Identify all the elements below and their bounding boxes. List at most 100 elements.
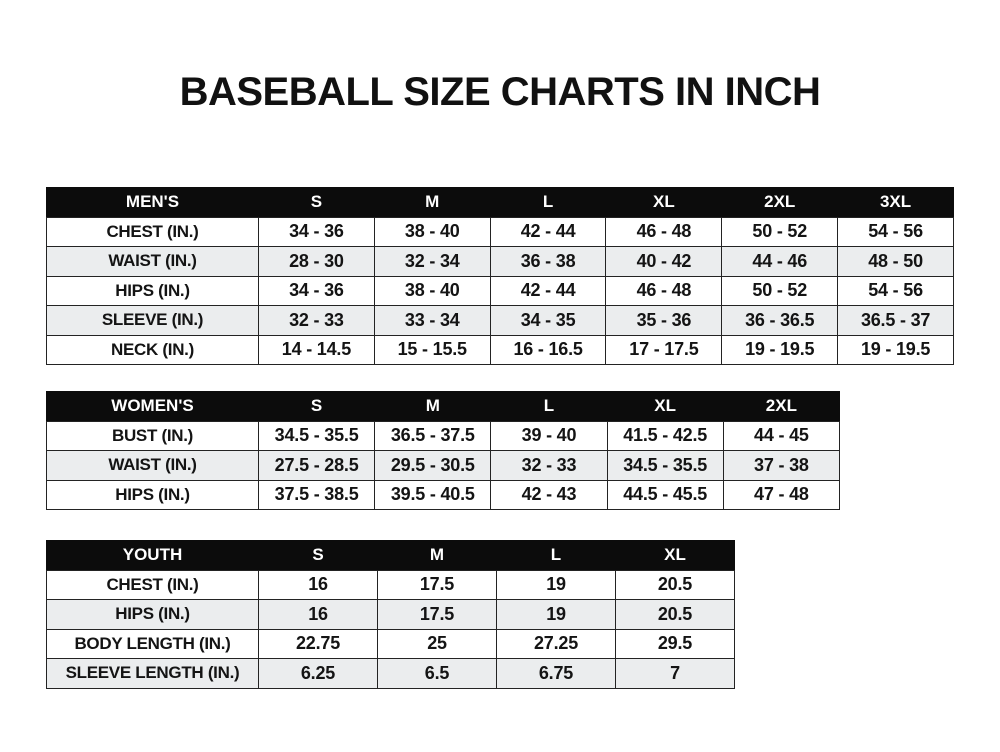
mens-value-cell: 19 - 19.5 <box>721 334 839 365</box>
mens-size-header-cell: L <box>489 187 607 218</box>
mens-size-header-cell: S <box>258 187 375 218</box>
youth-value-cell: 27.25 <box>496 628 616 659</box>
womens-table-title-cell: WOMEN'S <box>46 391 259 422</box>
womens-row-label-cell: WAIST (IN.) <box>46 450 259 481</box>
womens-value-cell: 44.5 - 45.5 <box>606 479 724 510</box>
mens-row-label-cell: CHEST (IN.) <box>46 216 259 247</box>
youth-value-cell: 16 <box>258 569 378 600</box>
mens-value-cell: 38 - 40 <box>373 216 491 247</box>
youth-value-cell: 22.75 <box>258 628 378 659</box>
mens-table-row: SLEEVE (IN.) 32 - 33 33 - 34 34 - 35 35 - 36… <box>46 305 954 336</box>
womens-value-cell: 29.5 - 30.5 <box>374 450 492 481</box>
mens-row-label-cell: NECK (IN.) <box>46 334 259 365</box>
youth-row-label-cell: CHEST (IN.) <box>46 569 259 600</box>
youth-table-row: HIPS (IN.) 16 17.5 19 20.5 <box>46 599 735 630</box>
womens-size-table: WOMEN'S S M L XL 2XL BUST (IN.) 34.5 - 35.5 36.5… <box>46 391 954 510</box>
womens-size-header-cell: S <box>257 391 376 422</box>
womens-row-label-cell: HIPS (IN.) <box>46 479 259 510</box>
youth-value-cell: 6.75 <box>496 658 616 689</box>
womens-value-cell: 32 - 33 <box>490 450 608 481</box>
youth-value-cell: 20.5 <box>615 569 735 600</box>
mens-value-cell: 54 - 56 <box>837 216 954 247</box>
mens-size-header-cell: 3XL <box>837 187 954 218</box>
youth-grid: YOUTH S M L XL CHEST (IN.) 16 17.5 19 20.5 HIPS (I… <box>46 540 735 689</box>
womens-size-header-cell: XL <box>606 391 724 422</box>
youth-value-cell: 17.5 <box>377 569 497 600</box>
womens-table-row: BUST (IN.) 34.5 - 35.5 36.5 - 37.5 39 - 40 4… <box>46 420 841 451</box>
mens-value-cell: 40 - 42 <box>605 246 723 277</box>
mens-size-table: MEN'S S M L XL 2XL 3XL CHEST (IN.) 34 - 36 38 - 4… <box>46 187 954 365</box>
mens-value-cell: 36 - 36.5 <box>721 305 839 336</box>
youth-value-cell: 16 <box>258 599 378 630</box>
mens-size-header-cell: XL <box>605 187 723 218</box>
youth-header-row: YOUTH S M L XL <box>46 540 735 571</box>
womens-value-cell: 44 - 45 <box>722 420 841 451</box>
mens-value-cell: 35 - 36 <box>605 305 723 336</box>
womens-size-header-cell: M <box>374 391 492 422</box>
mens-size-header-cell: 2XL <box>721 187 839 218</box>
youth-size-header-cell: S <box>258 540 378 571</box>
youth-value-cell: 19 <box>496 599 616 630</box>
mens-header-row: MEN'S S M L XL 2XL 3XL <box>46 187 954 218</box>
youth-value-cell: 20.5 <box>615 599 735 630</box>
youth-row-label-cell: SLEEVE LENGTH (IN.) <box>46 658 259 689</box>
mens-value-cell: 36.5 - 37 <box>837 305 954 336</box>
womens-value-cell: 37.5 - 38.5 <box>257 479 376 510</box>
mens-grid: MEN'S S M L XL 2XL 3XL CHEST (IN.) 34 - 36 38 - 4… <box>46 187 954 365</box>
mens-value-cell: 38 - 40 <box>373 275 491 306</box>
youth-size-table: YOUTH S M L XL CHEST (IN.) 16 17.5 19 20.5 HIPS (I… <box>46 540 954 689</box>
mens-value-cell: 50 - 52 <box>721 216 839 247</box>
mens-value-cell: 46 - 48 <box>605 275 723 306</box>
mens-value-cell: 34 - 35 <box>489 305 607 336</box>
womens-value-cell: 39.5 - 40.5 <box>374 479 492 510</box>
mens-value-cell: 34 - 36 <box>258 275 375 306</box>
womens-table-row: HIPS (IN.) 37.5 - 38.5 39.5 - 40.5 42 - 43 4… <box>46 479 841 510</box>
youth-value-cell: 29.5 <box>615 628 735 659</box>
mens-table-row: WAIST (IN.) 28 - 30 32 - 34 36 - 38 40 - 42 4… <box>46 246 954 277</box>
mens-value-cell: 16 - 16.5 <box>489 334 607 365</box>
mens-value-cell: 50 - 52 <box>721 275 839 306</box>
youth-value-cell: 17.5 <box>377 599 497 630</box>
youth-value-cell: 19 <box>496 569 616 600</box>
womens-value-cell: 41.5 - 42.5 <box>606 420 724 451</box>
womens-value-cell: 27.5 - 28.5 <box>257 450 376 481</box>
womens-value-cell: 47 - 48 <box>722 479 841 510</box>
womens-size-header-cell: L <box>490 391 608 422</box>
womens-row-label-cell: BUST (IN.) <box>46 420 259 451</box>
womens-header-row: WOMEN'S S M L XL 2XL <box>46 391 841 422</box>
mens-value-cell: 42 - 44 <box>489 275 607 306</box>
mens-value-cell: 19 - 19.5 <box>837 334 954 365</box>
mens-value-cell: 54 - 56 <box>837 275 954 306</box>
mens-value-cell: 15 - 15.5 <box>373 334 491 365</box>
womens-value-cell: 42 - 43 <box>490 479 608 510</box>
womens-table-row: WAIST (IN.) 27.5 - 28.5 29.5 - 30.5 32 - 33… <box>46 450 841 481</box>
mens-value-cell: 33 - 34 <box>373 305 491 336</box>
mens-value-cell: 14 - 14.5 <box>258 334 375 365</box>
womens-value-cell: 34.5 - 35.5 <box>606 450 724 481</box>
youth-table-title-cell: YOUTH <box>46 540 259 571</box>
youth-table-row: BODY LENGTH (IN.) 22.75 25 27.25 29.5 <box>46 628 735 659</box>
mens-value-cell: 32 - 34 <box>373 246 491 277</box>
size-tables-container: MEN'S S M L XL 2XL 3XL CHEST (IN.) 34 - 36 38 - 4… <box>46 187 954 689</box>
mens-table-row: HIPS (IN.) 34 - 36 38 - 40 42 - 44 46 - 48 50… <box>46 275 954 306</box>
youth-row-label-cell: BODY LENGTH (IN.) <box>46 628 259 659</box>
youth-row-label-cell: HIPS (IN.) <box>46 599 259 630</box>
mens-row-label-cell: WAIST (IN.) <box>46 246 259 277</box>
womens-grid: WOMEN'S S M L XL 2XL BUST (IN.) 34.5 - 35.5 36.5… <box>46 391 841 510</box>
youth-value-cell: 25 <box>377 628 497 659</box>
womens-value-cell: 37 - 38 <box>722 450 841 481</box>
mens-value-cell: 44 - 46 <box>721 246 839 277</box>
page-title: BASEBALL SIZE CHARTS IN INCH <box>179 70 821 114</box>
mens-row-label-cell: SLEEVE (IN.) <box>46 305 259 336</box>
mens-value-cell: 28 - 30 <box>258 246 375 277</box>
mens-value-cell: 46 - 48 <box>605 216 723 247</box>
youth-size-header-cell: L <box>496 540 616 571</box>
mens-table-row: NECK (IN.) 14 - 14.5 15 - 15.5 16 - 16.5 17 … <box>46 334 954 365</box>
mens-value-cell: 48 - 50 <box>837 246 954 277</box>
mens-value-cell: 34 - 36 <box>258 216 375 247</box>
mens-value-cell: 32 - 33 <box>258 305 375 336</box>
womens-value-cell: 34.5 - 35.5 <box>257 420 376 451</box>
mens-table-title-cell: MEN'S <box>46 187 259 218</box>
mens-value-cell: 42 - 44 <box>489 216 607 247</box>
